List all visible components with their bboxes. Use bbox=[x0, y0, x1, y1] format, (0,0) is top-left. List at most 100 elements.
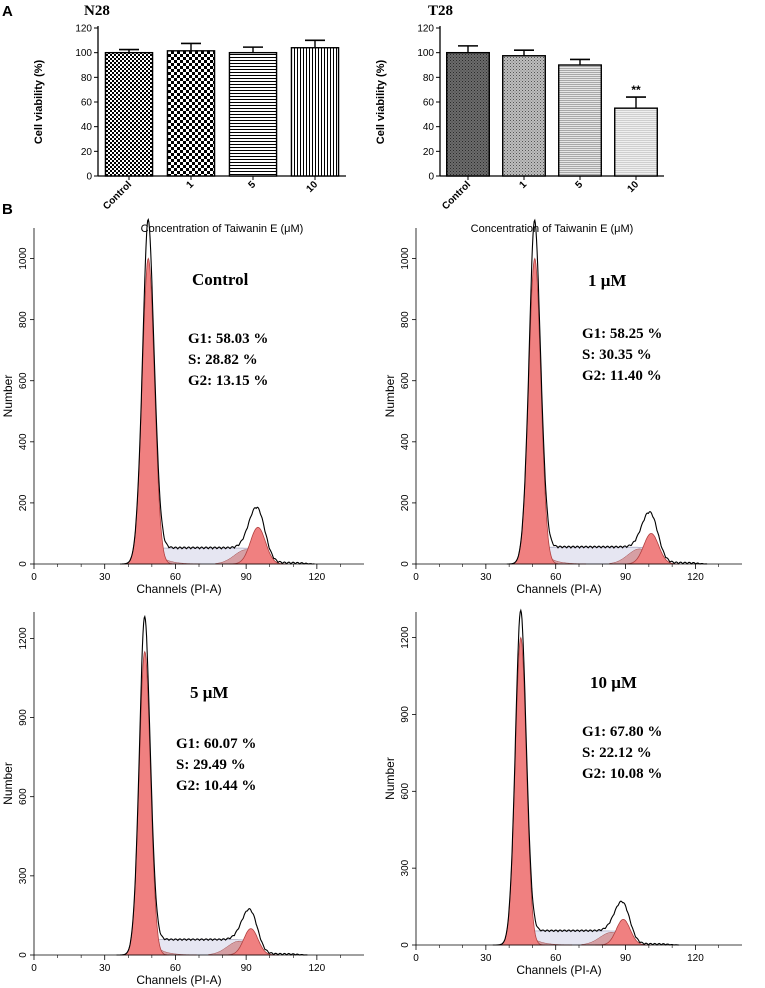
phase-stat: G2: 10.08 % bbox=[582, 766, 662, 782]
category-label: 5 bbox=[246, 179, 258, 191]
y-tick-label: 400 bbox=[400, 433, 411, 450]
y-tick-label: 0 bbox=[18, 561, 29, 567]
histogram-label: 5 μM bbox=[190, 683, 228, 702]
y-tick-label: 0 bbox=[400, 942, 411, 948]
panel-letter-b: B bbox=[2, 201, 13, 218]
bar bbox=[290, 47, 340, 177]
y-tick-label: 20 bbox=[423, 147, 435, 158]
x-tick-label: 90 bbox=[241, 572, 253, 583]
panel-letter-a: A bbox=[2, 3, 13, 20]
y-tick-label: 0 bbox=[400, 561, 411, 567]
x-tick-label: 0 bbox=[413, 953, 419, 964]
phase-stat: G1: 58.03 % bbox=[188, 331, 268, 347]
y-tick-label: 600 bbox=[400, 372, 411, 389]
y-tick-label: 800 bbox=[18, 311, 29, 328]
significance-marker: ** bbox=[631, 83, 641, 97]
x-tick-label: 120 bbox=[687, 572, 704, 583]
y-tick-label: 120 bbox=[417, 24, 434, 35]
bar-chart-n28: N28 Cell viability (%) 0 20 40 60 80 100 120 Cont… bbox=[33, 3, 346, 235]
x-tick-label: 120 bbox=[309, 572, 326, 583]
y-tick-label: 40 bbox=[81, 122, 93, 133]
g1-peak bbox=[511, 257, 559, 565]
y-tick-label: 100 bbox=[417, 48, 434, 59]
histogram-outline bbox=[492, 608, 680, 946]
y-tick-label: 900 bbox=[400, 706, 411, 723]
phase-stat: G2: 10.44 % bbox=[176, 778, 256, 794]
histogram-10um: 0 300 600 900 1200 0 30 60 90 120 Channels (PI-A) N… bbox=[383, 608, 742, 977]
x-tick-label: 60 bbox=[550, 953, 562, 964]
phase-stat: G1: 58.25 % bbox=[582, 326, 662, 342]
y-axis-label: Number bbox=[383, 757, 397, 800]
phase-stat: S: 29.49 % bbox=[176, 757, 246, 773]
y-tick-label: 0 bbox=[18, 952, 29, 958]
y-tick-label: 300 bbox=[400, 859, 411, 876]
y-axis-label: Cell viability (%) bbox=[33, 59, 45, 144]
y-axis-label: Number bbox=[1, 375, 15, 418]
x-axis-label: Channels (PI-A) bbox=[516, 963, 601, 977]
bar bbox=[166, 50, 216, 177]
y-tick-label: 600 bbox=[18, 372, 29, 389]
category-label: Control bbox=[440, 179, 473, 212]
g2-peak bbox=[595, 918, 652, 946]
bar bbox=[228, 51, 278, 177]
x-tick-label: 60 bbox=[170, 572, 182, 583]
phase-stat: G2: 13.15 % bbox=[188, 373, 268, 389]
category-label: Control bbox=[101, 179, 134, 212]
y-tick-label: 60 bbox=[81, 98, 93, 109]
x-tick-label: 0 bbox=[31, 963, 37, 974]
x-tick-label: 60 bbox=[550, 572, 562, 583]
chart-title: N28 bbox=[84, 3, 110, 19]
y-tick-label: 800 bbox=[400, 311, 411, 328]
y-tick-label: 60 bbox=[423, 98, 435, 109]
y-tick-label: 20 bbox=[81, 147, 93, 158]
y-tick-label: 0 bbox=[428, 172, 434, 183]
x-axis-label: Channels (PI-A) bbox=[136, 973, 221, 987]
y-tick-label: 100 bbox=[75, 48, 92, 59]
histogram-label: Control bbox=[192, 270, 249, 289]
phase-stat: S: 22.12 % bbox=[582, 745, 652, 761]
x-tick-label: 60 bbox=[170, 963, 182, 974]
y-tick-label: 40 bbox=[423, 122, 435, 133]
y-tick-label: 200 bbox=[400, 494, 411, 511]
g2-peak bbox=[623, 533, 680, 565]
category-label: 10 bbox=[625, 179, 641, 195]
x-tick-label: 30 bbox=[480, 572, 492, 583]
g1-peak bbox=[120, 650, 169, 956]
x-axis-label: Concentration of Taiwanin E (μM) bbox=[141, 223, 304, 235]
y-tick-label: 80 bbox=[423, 73, 435, 84]
histogram-1um: 0 200 400 600 800 1000 0 30 60 90 120 Channels (PI-… bbox=[383, 218, 742, 596]
histogram-outline bbox=[506, 218, 708, 565]
phase-stat: S: 28.82 % bbox=[188, 352, 258, 368]
g1-peak bbox=[124, 257, 173, 565]
g2-peak bbox=[229, 526, 287, 565]
histogram-5um: 0 300 600 900 1200 0 30 60 90 120 Channels (PI-A) N… bbox=[1, 612, 364, 987]
x-tick-label: 120 bbox=[309, 963, 326, 974]
bar bbox=[104, 51, 154, 177]
x-tick-label: 30 bbox=[480, 953, 492, 964]
y-axis-label: Number bbox=[383, 375, 397, 418]
y-tick-label: 900 bbox=[18, 709, 29, 726]
x-axis-label: Concentration of Taiwanin E (μM) bbox=[471, 223, 634, 235]
phase-stat: G2: 11.40 % bbox=[582, 368, 662, 384]
histogram-outline bbox=[120, 218, 315, 565]
y-tick-label: 1000 bbox=[18, 247, 29, 270]
y-tick-label: 0 bbox=[86, 172, 92, 183]
g2-peak bbox=[222, 928, 280, 956]
category-label: 5 bbox=[573, 179, 585, 191]
y-tick-label: 1200 bbox=[400, 626, 411, 649]
g1-peak bbox=[497, 636, 545, 946]
histogram-outline bbox=[116, 614, 308, 956]
x-tick-label: 0 bbox=[31, 572, 37, 583]
y-tick-label: 300 bbox=[18, 867, 29, 884]
phase-stat: G1: 67.80 % bbox=[582, 724, 662, 740]
x-tick-label: 90 bbox=[620, 572, 632, 583]
bar bbox=[502, 55, 546, 177]
y-tick-label: 600 bbox=[18, 788, 29, 805]
y-tick-label: 120 bbox=[75, 24, 92, 35]
y-tick-label: 400 bbox=[18, 433, 29, 450]
x-tick-label: 30 bbox=[99, 963, 111, 974]
y-axis-label: Number bbox=[1, 762, 15, 805]
x-tick-label: 90 bbox=[241, 963, 253, 974]
y-tick-label: 1000 bbox=[400, 247, 411, 270]
